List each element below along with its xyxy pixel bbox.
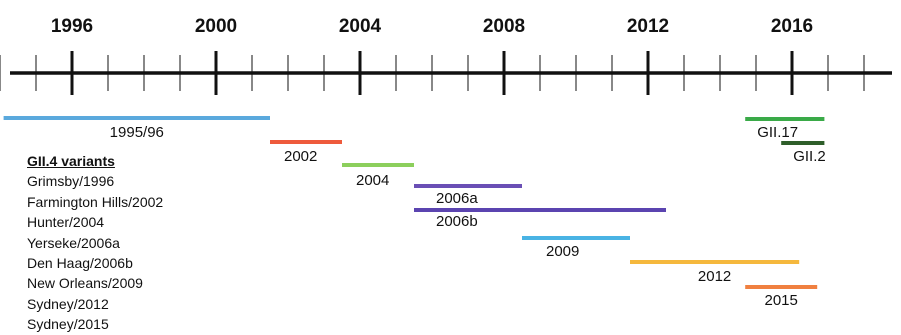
year-label-2004: 2004 xyxy=(339,16,382,37)
legend-item: Hunter/2004 xyxy=(27,214,105,231)
bar-label-gii-2: GII.2 xyxy=(793,148,826,165)
year-label-2012: 2012 xyxy=(627,16,669,37)
year-labels: 1996 2000 2004 2008 2012 2016 xyxy=(51,16,813,37)
legend: GII.4 variants Grimsby/1996 Farmington H… xyxy=(27,151,163,335)
bar-label-2006a: 2006a xyxy=(436,190,478,207)
bar-label-2015: 2015 xyxy=(765,292,798,309)
variant-bars: 1995/96 2002 2004 2006a 2006b 2009 2012 2015 GII… xyxy=(3,116,826,309)
bar-label-2004: 2004 xyxy=(356,172,389,189)
bar-label-2012: 2012 xyxy=(698,268,731,285)
year-label-2008: 2008 xyxy=(483,16,525,37)
bar-label-gii-17: GII.17 xyxy=(757,124,798,141)
legend-item: Sydney/2012 xyxy=(27,295,109,312)
year-label-2000: 2000 xyxy=(195,16,237,37)
legend-item: New Orleans/2009 xyxy=(27,275,143,292)
timeline-ticks xyxy=(0,51,865,95)
year-label-1996: 1996 xyxy=(51,16,93,37)
bar-label-2006b: 2006b xyxy=(436,213,478,230)
bar-label-2009: 2009 xyxy=(546,243,579,260)
bar-label-1995-96: 1995/96 xyxy=(110,124,164,141)
legend-item: Grimsby/1996 xyxy=(27,173,115,190)
bar-label-2002: 2002 xyxy=(284,148,317,165)
legend-item: Sydney/2015 xyxy=(27,316,109,333)
legend-item: Farmington Hills/2002 xyxy=(27,193,164,210)
year-label-2016: 2016 xyxy=(771,16,813,37)
legend-item: Den Haag/2006b xyxy=(27,255,133,272)
legend-item: Yerseke/2006a xyxy=(27,234,120,251)
legend-heading: GII.4 variants xyxy=(27,153,115,169)
